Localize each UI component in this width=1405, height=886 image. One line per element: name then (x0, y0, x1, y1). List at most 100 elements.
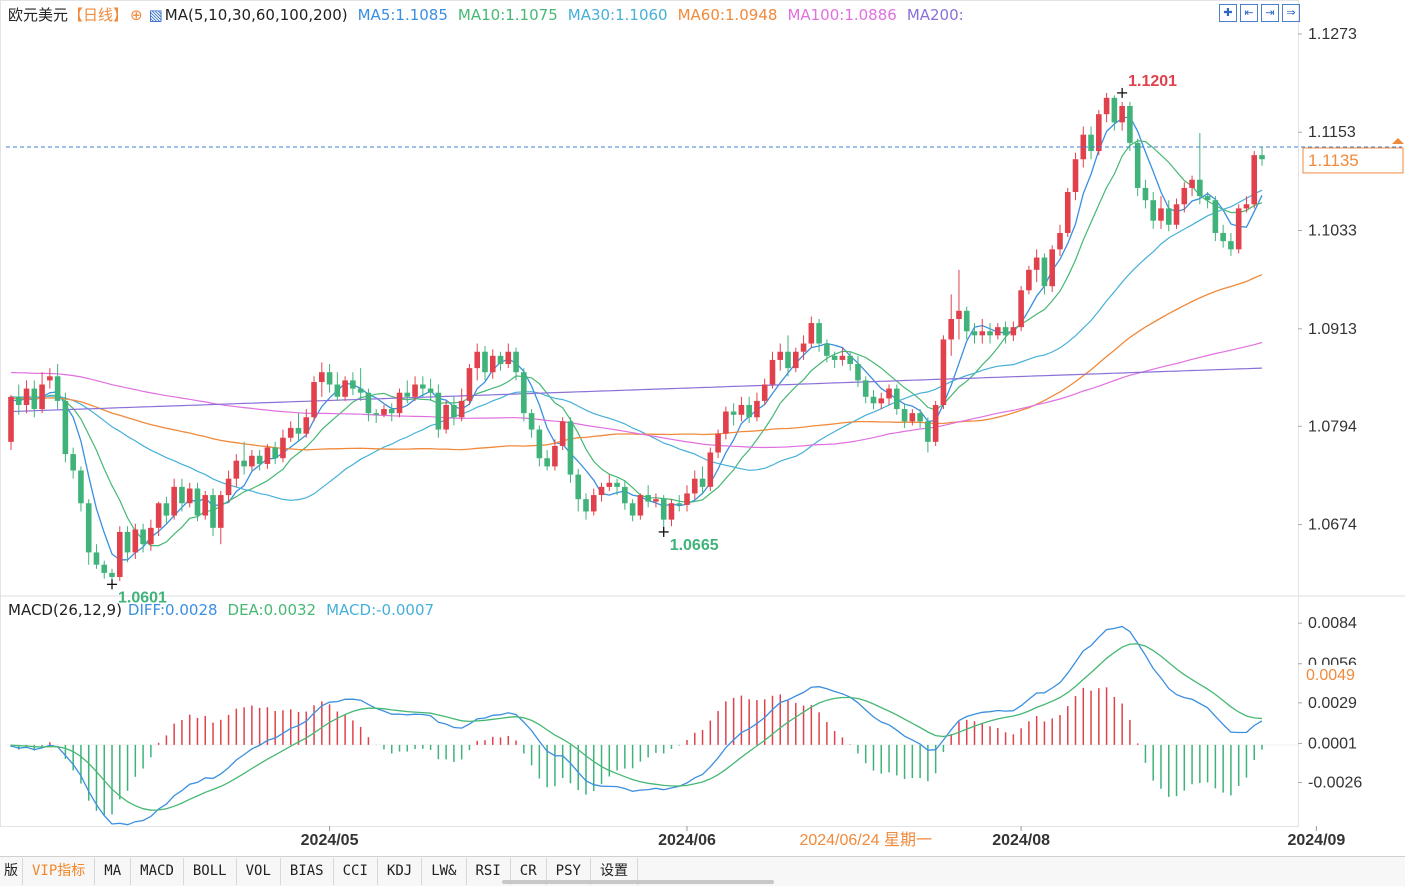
candle-up (217, 495, 224, 528)
candle-up (792, 351, 799, 369)
tab-macd[interactable]: MACD (131, 858, 184, 885)
date-tick-label: 2024/09 (1287, 832, 1345, 849)
tab-bias[interactable]: BIAS (281, 858, 334, 885)
candle-down (544, 458, 550, 467)
dea-value: DEA:0.0032 (227, 601, 317, 619)
tab-vol[interactable]: VOL (237, 858, 281, 885)
tab-settings[interactable]: 设置 (591, 858, 638, 885)
candle-down (85, 503, 92, 553)
candle-up (979, 331, 986, 336)
macd-tick-label: 0.0084 (1308, 615, 1357, 632)
candle-down (1111, 97, 1118, 123)
candle-down (847, 355, 853, 365)
current-price-label: 1.1135 (1308, 151, 1359, 170)
candle-down (194, 488, 201, 516)
candle-up (606, 482, 613, 487)
horizontal-scrollbar[interactable] (502, 880, 774, 884)
candle-up (466, 368, 473, 401)
candle-up (505, 351, 512, 365)
candle-up (653, 499, 659, 502)
period-label[interactable]: 【日线】 (68, 6, 129, 24)
candle-up (808, 323, 815, 344)
tab-boll[interactable]: BOLL (184, 858, 237, 885)
candle-down (614, 482, 620, 487)
main-legend: 欧元美元【日线】 ⊕ ▧ MA(5,10,30,60,100,200) MA5:1.10… (8, 5, 974, 25)
ma60-value: MA60:1.0948 (677, 6, 778, 24)
candle-down (1041, 257, 1048, 287)
candle-up (233, 460, 240, 479)
candle-up (39, 384, 45, 410)
candle-down (163, 503, 170, 516)
crosshair-tool-icon[interactable]: ✚ (1219, 4, 1237, 22)
zoom-out-icon[interactable]: ⇤ (1240, 4, 1258, 22)
candle-up (186, 488, 193, 504)
macd-tick-label: -0.0026 (1308, 775, 1362, 792)
candle-down (357, 388, 364, 393)
candle-up (311, 382, 317, 418)
tab-rsi[interactable]: RSI (467, 858, 511, 885)
tab-cci[interactable]: CCI (334, 858, 378, 885)
symbol-name[interactable]: 欧元美元 (8, 6, 69, 24)
date-tick-label: 2024/05 (301, 832, 359, 849)
candle-up (342, 380, 348, 397)
tab-lw[interactable]: LW& (422, 858, 467, 885)
candle-down (1134, 142, 1141, 188)
candle-down (31, 388, 38, 410)
date-tick-label: 2024/06 (658, 832, 716, 849)
candle-up (1072, 159, 1079, 193)
candle-up (381, 409, 387, 415)
candle-up (1173, 204, 1180, 225)
candle-up (948, 318, 954, 340)
candle-up (839, 355, 846, 360)
candle-up (132, 529, 139, 553)
candle-up (148, 527, 154, 545)
tab-kdj[interactable]: KDJ (378, 858, 423, 885)
candle-down (1212, 200, 1219, 233)
tab-cr[interactable]: CR (511, 858, 547, 885)
candle-up (202, 495, 209, 516)
candle-up (249, 455, 255, 467)
date-axis: 2024/05 2024/06 2024/08 2024/09 2024/06/24 星… (301, 826, 1345, 849)
settings-icon[interactable]: ⊕ (130, 6, 143, 24)
tab-psy[interactable]: PSY (547, 858, 591, 885)
tab-vip-indicators[interactable]: VIP指标 (23, 858, 96, 885)
ma200-value: MA200: (906, 6, 964, 24)
candle-down (567, 421, 574, 475)
candle-up (800, 343, 807, 352)
chart-toolbar: ✚ ⇤ ⇥ ⇒ (1219, 4, 1300, 22)
macd-indicator-label[interactable]: MACD(26,12,9) (8, 601, 122, 619)
candle-up (590, 495, 597, 512)
candle-down (894, 388, 900, 410)
candle-down (575, 474, 582, 500)
tab-ma[interactable]: MA (95, 858, 132, 885)
candle-down (901, 409, 908, 422)
candle-up (878, 398, 885, 404)
candle-up (754, 400, 760, 418)
candle-down (1204, 196, 1211, 201)
macd-highlight-bg (1302, 664, 1400, 683)
tab-ban[interactable]: 版 (0, 858, 23, 885)
kline-chart[interactable]: 1.0674 1.0794 1.0913 1.1033 1.1153 1.1273 0.00… (0, 0, 1405, 856)
candle-up (8, 396, 14, 442)
price-tick-label: 1.0674 (1308, 517, 1357, 534)
indicator-icon[interactable]: ▧ (148, 6, 163, 24)
candle-down (1150, 200, 1157, 221)
price-tick-label: 1.0913 (1308, 321, 1357, 338)
candle-up (474, 351, 481, 369)
candle-up (552, 445, 558, 467)
candle-up (995, 327, 1001, 336)
candle-up (1010, 327, 1017, 336)
price-tick-label: 1.1273 (1308, 26, 1357, 43)
zoom-in-icon[interactable]: ⇥ (1261, 4, 1279, 22)
price-tick-label: 1.1153 (1308, 124, 1356, 141)
candle-down (660, 499, 667, 520)
ma-indicator-label[interactable]: MA(5,10,30,60,100,200) (164, 6, 348, 24)
candle-down (925, 421, 931, 442)
candle-down (1165, 208, 1172, 225)
scroll-end-icon[interactable]: ⇒ (1282, 4, 1300, 22)
candle-down (1228, 241, 1234, 250)
candle-down (256, 455, 263, 464)
candle-down (971, 331, 978, 336)
candle-up (1064, 192, 1071, 233)
candle-down (862, 380, 869, 397)
